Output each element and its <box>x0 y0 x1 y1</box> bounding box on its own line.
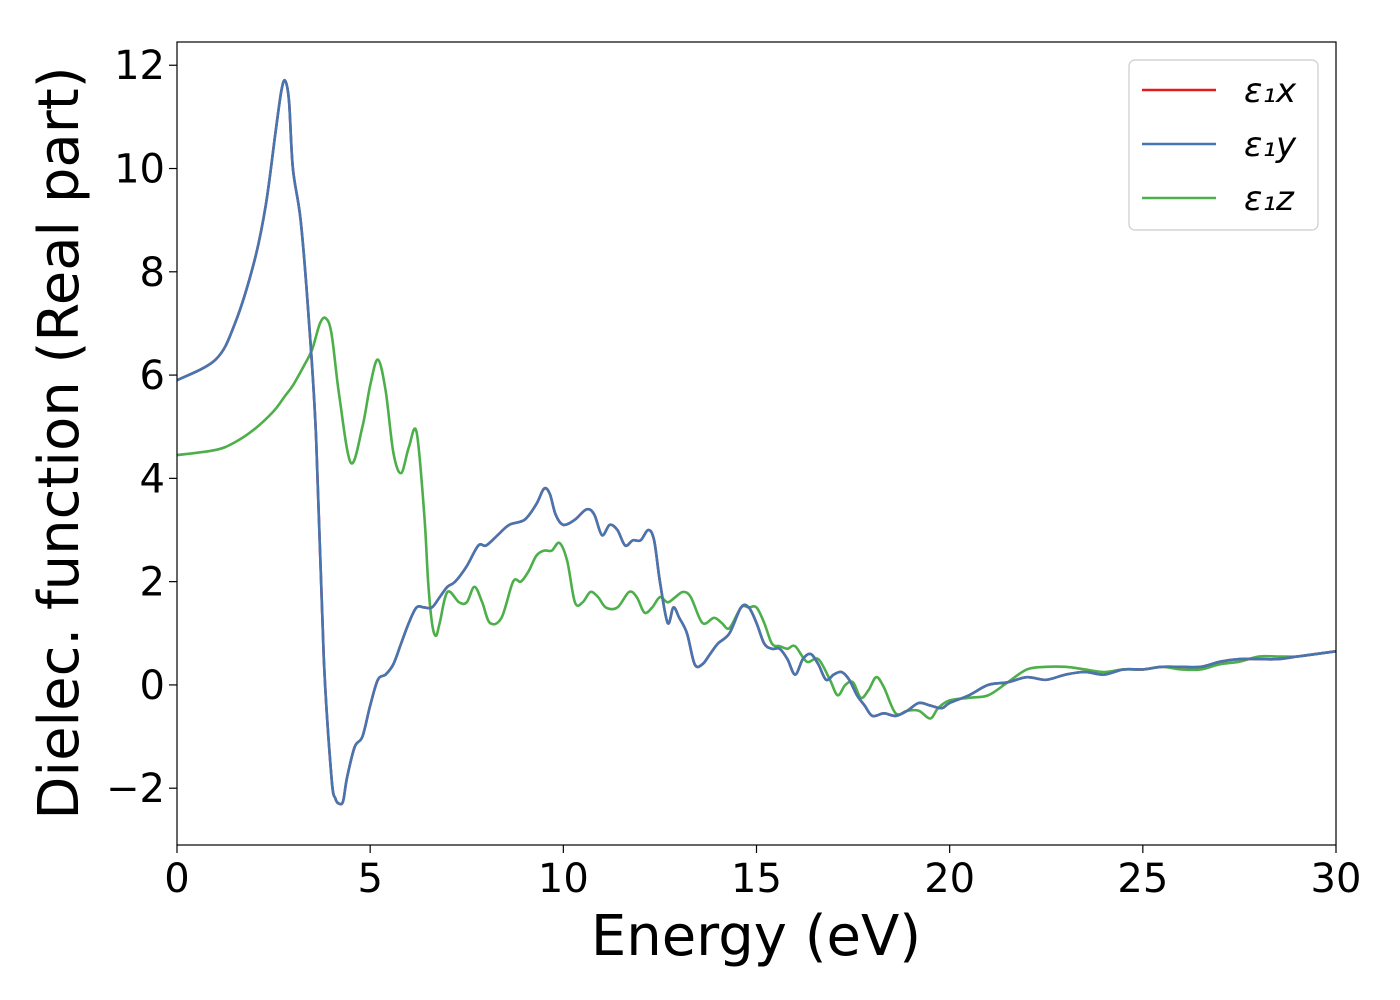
x-axis-title: Energy (eV) <box>591 904 921 969</box>
y-tick-label: 6 <box>140 353 165 399</box>
x-axis: 0 5 10 15 20 25 30 <box>164 845 1361 902</box>
legend-label-1: ε₁y <box>1244 125 1297 165</box>
y-tick-label: 2 <box>140 560 165 606</box>
y-tick-label: 0 <box>140 663 165 709</box>
legend-label-0: ε₁x <box>1244 71 1297 111</box>
x-tick-label: 20 <box>924 856 975 902</box>
series-line-2 <box>177 316 1336 720</box>
series-layer <box>177 79 1336 806</box>
x-tick-label: 15 <box>731 856 782 902</box>
legend: ε₁x ε₁y ε₁z <box>1128 59 1319 231</box>
y-tick-label: 12 <box>114 43 165 89</box>
legend-label-2: ε₁z <box>1244 179 1295 219</box>
y-axis-title: Dielec. function (Real part) <box>27 66 92 819</box>
y-tick-label: 10 <box>114 147 165 193</box>
y-tick-label: −2 <box>106 766 165 812</box>
x-tick-label: 25 <box>1117 856 1168 902</box>
x-tick-label: 10 <box>538 856 589 902</box>
y-tick-label: 4 <box>140 456 165 502</box>
y-tick-label: 8 <box>140 250 165 296</box>
x-tick-label: 0 <box>164 856 189 902</box>
series-line-1 <box>177 79 1336 806</box>
x-tick-label: 30 <box>1311 856 1362 902</box>
y-axis: −2 0 2 4 6 8 10 12 <box>106 43 177 812</box>
legend-box <box>1128 59 1319 231</box>
x-tick-label: 5 <box>357 856 382 902</box>
